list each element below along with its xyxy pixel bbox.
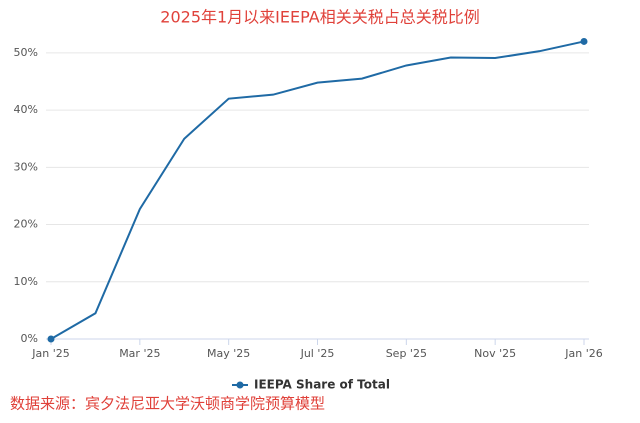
- point: [47, 335, 55, 343]
- line: [50, 40, 585, 340]
- y-tick-label: 0%: [21, 332, 38, 345]
- y-tick-label: 20%: [14, 218, 38, 231]
- y-tick-label: 50%: [14, 46, 38, 59]
- x-tick-label: Jan '25: [31, 347, 69, 360]
- x-tick-label: Mar '25: [119, 347, 160, 360]
- y-tick-label: 10%: [14, 275, 38, 288]
- x-tick-label: May '25: [207, 347, 250, 360]
- x-tick-label: Sep '25: [386, 347, 427, 360]
- y-tick-label: 30%: [14, 160, 38, 173]
- y-tick-label: 40%: [14, 103, 38, 116]
- x-tick-label: Nov '25: [474, 347, 516, 360]
- x-tick-label: Jan '26: [564, 347, 602, 360]
- source-note: 数据来源：宾夕法尼亚大学沃顿商学院预算模型: [10, 395, 325, 413]
- x-tick-label: Jul '25: [300, 347, 335, 360]
- legend-label: IEEPA Share of Total: [254, 378, 390, 392]
- legend-marker: [236, 381, 244, 389]
- chart-title: 2025年1月以来IEEPA相关关税占总关税比例: [160, 8, 479, 27]
- point: [580, 37, 588, 45]
